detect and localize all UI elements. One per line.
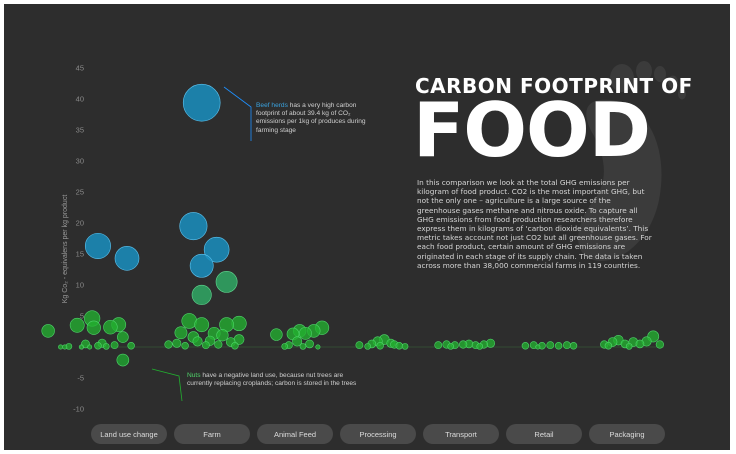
data-point[interactable] bbox=[521, 342, 530, 350]
y-tick-label: 20 bbox=[76, 219, 84, 228]
data-point[interactable] bbox=[476, 343, 484, 350]
data-point[interactable] bbox=[110, 341, 119, 350]
data-point[interactable] bbox=[292, 336, 303, 347]
y-tick-label: 15 bbox=[76, 250, 84, 259]
data-point[interactable] bbox=[434, 341, 443, 350]
data-point[interactable] bbox=[299, 343, 307, 350]
data-point[interactable] bbox=[192, 336, 203, 347]
data-point[interactable] bbox=[179, 212, 208, 241]
data-point[interactable] bbox=[569, 342, 578, 350]
data-point[interactable] bbox=[459, 340, 468, 349]
data-point[interactable] bbox=[117, 331, 129, 343]
data-point[interactable] bbox=[201, 341, 210, 350]
data-point[interactable] bbox=[103, 319, 118, 335]
data-point[interactable] bbox=[78, 344, 84, 350]
footprint-icon bbox=[578, 61, 686, 261]
y-tick-label: -5 bbox=[77, 374, 84, 383]
data-point[interactable] bbox=[182, 83, 221, 122]
data-point[interactable] bbox=[189, 253, 214, 278]
data-point[interactable] bbox=[127, 342, 135, 350]
data-point[interactable] bbox=[270, 328, 283, 341]
data-point[interactable] bbox=[376, 342, 384, 350]
y-axis-label: Kg Co₂ - equivalens per kg product bbox=[62, 195, 69, 304]
stage-button-transport[interactable]: Transport bbox=[423, 424, 499, 444]
data-point[interactable] bbox=[231, 342, 239, 350]
data-point[interactable] bbox=[355, 341, 364, 350]
data-point[interactable] bbox=[305, 339, 314, 349]
data-point[interactable] bbox=[535, 344, 541, 350]
data-point[interactable] bbox=[299, 326, 312, 340]
nuts-annotation: Nuts have a negative land use, because n… bbox=[187, 372, 357, 388]
data-point[interactable] bbox=[563, 341, 571, 350]
data-point[interactable] bbox=[625, 343, 633, 350]
stage-button-processing[interactable]: Processing bbox=[340, 424, 416, 444]
y-tick-label: 45 bbox=[76, 64, 84, 73]
y-tick-label: 5 bbox=[80, 312, 84, 321]
data-point[interactable] bbox=[194, 317, 210, 333]
data-point[interactable] bbox=[87, 344, 93, 350]
data-point[interactable] bbox=[69, 317, 85, 333]
data-point[interactable] bbox=[546, 341, 555, 350]
data-point[interactable] bbox=[94, 342, 102, 350]
y-tick-label: 30 bbox=[76, 157, 84, 166]
y-tick-label: 40 bbox=[76, 95, 84, 104]
stage-button-animal-feed[interactable]: Animal Feed bbox=[257, 424, 333, 444]
y-tick-label: 10 bbox=[76, 281, 84, 290]
data-point[interactable] bbox=[216, 329, 229, 342]
beef-annotation-line bbox=[223, 86, 252, 141]
nuts-annotation-text: have a negative land use, because nut tr… bbox=[187, 372, 357, 388]
chart-frame: 454035302520151050-5-10 Kg Co₂ - equival… bbox=[4, 4, 730, 450]
chart-canvas: 454035302520151050-5-10 Kg Co₂ - equival… bbox=[41, 61, 686, 414]
data-point[interactable] bbox=[181, 342, 189, 350]
beef-annotation-text: has a very high carbon footprint of abou… bbox=[256, 102, 366, 134]
stage-button-farm[interactable]: Farm bbox=[174, 424, 250, 444]
stage-button-packaging[interactable]: Packaging bbox=[589, 424, 665, 444]
data-point[interactable] bbox=[41, 324, 55, 338]
data-point[interactable] bbox=[214, 340, 223, 349]
data-point[interactable] bbox=[655, 340, 664, 349]
data-point[interactable] bbox=[84, 232, 111, 259]
data-point[interactable] bbox=[554, 342, 563, 350]
stage-button-retail[interactable]: Retail bbox=[506, 424, 582, 444]
y-axis: 454035302520151050-5-10 bbox=[73, 64, 84, 414]
data-point[interactable] bbox=[604, 342, 613, 350]
data-point[interactable] bbox=[231, 315, 247, 332]
data-point[interactable] bbox=[635, 339, 645, 349]
data-point[interactable] bbox=[116, 353, 130, 367]
data-points bbox=[41, 83, 664, 367]
data-point[interactable] bbox=[102, 343, 110, 350]
data-point[interactable] bbox=[215, 270, 238, 293]
data-point[interactable] bbox=[172, 338, 182, 348]
data-point[interactable] bbox=[114, 246, 140, 271]
beef-annotation-highlight: Beef herds bbox=[256, 102, 288, 109]
data-point[interactable] bbox=[58, 344, 64, 350]
y-tick-label: 25 bbox=[76, 188, 84, 197]
stage-button-land-use-change[interactable]: Land use change bbox=[91, 424, 167, 444]
y-tick-label: 35 bbox=[76, 126, 84, 135]
data-point[interactable] bbox=[281, 343, 289, 350]
data-point[interactable] bbox=[447, 343, 455, 350]
data-point[interactable] bbox=[203, 236, 230, 263]
nuts-annotation-highlight: Nuts bbox=[187, 372, 201, 379]
data-point[interactable] bbox=[86, 320, 101, 335]
data-point[interactable] bbox=[364, 343, 372, 350]
data-point[interactable] bbox=[401, 343, 409, 350]
data-point[interactable] bbox=[62, 344, 68, 350]
beef-annotation: Beef herds has a very high carbon footpr… bbox=[256, 102, 366, 135]
data-point[interactable] bbox=[395, 342, 403, 350]
data-point[interactable] bbox=[315, 344, 321, 350]
chart-title: CARBON FOOTPRINT OF bbox=[415, 74, 693, 98]
chart-title-big: FOOD bbox=[413, 86, 651, 174]
chart-description: In this comparison we look at the total … bbox=[417, 178, 652, 270]
data-point[interactable] bbox=[191, 284, 212, 305]
nuts-annotation-line bbox=[151, 368, 183, 402]
data-point[interactable] bbox=[164, 340, 173, 349]
data-point[interactable] bbox=[174, 326, 188, 340]
y-tick-label: -10 bbox=[73, 405, 84, 414]
